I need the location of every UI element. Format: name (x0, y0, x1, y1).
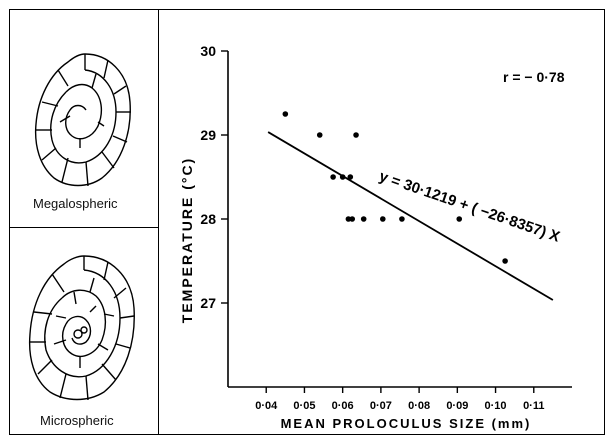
data-point (330, 174, 336, 180)
mega-whorl-2 (65, 83, 103, 140)
data-point (349, 216, 356, 222)
micro-whorl-2 (61, 289, 107, 358)
data-points (282, 111, 508, 264)
data-point (380, 216, 386, 222)
micro-whorl-3 (65, 315, 92, 345)
data-point (360, 216, 367, 222)
data-point (339, 174, 346, 180)
x-tick-label: 0·11 (523, 400, 544, 412)
y-tick-label: 29 (200, 127, 216, 143)
x-axis-label: MEAN PROLOCULUS SIZE (mm) (281, 416, 532, 431)
x-tick-label: 0·09 (446, 400, 468, 412)
micro-proloculus (73, 329, 83, 339)
regression-line (267, 131, 554, 301)
mega-whorl-1 (50, 69, 117, 164)
correlation-label: r = − 0·78 (503, 69, 565, 85)
x-tick-label: 0·06 (332, 400, 354, 412)
x-tick-label: 0·10 (485, 400, 507, 412)
chart-ticks: 0·04 0·05 0·06 0·07 0·08 0·09 0·10 0·11 27 28 29 30 (200, 43, 544, 412)
x-tick-label: 0·07 (370, 400, 392, 412)
data-point (502, 258, 508, 264)
data-point (282, 111, 289, 117)
regression-equation-label: y = 30·1219 + ( −26·8357) X (377, 168, 562, 246)
microspheric-label: Microspheric (40, 413, 114, 428)
data-point (347, 174, 354, 180)
x-tick-label: 0·08 (408, 400, 430, 412)
data-point (399, 216, 405, 222)
data-point (316, 132, 323, 138)
figure-frame (9, 9, 605, 435)
panel-divider-vertical (158, 9, 159, 435)
data-point (353, 132, 359, 138)
x-tick-label: 0·05 (293, 400, 315, 412)
y-tick-label: 28 (200, 211, 216, 227)
micro-outline (28, 255, 135, 401)
y-tick-label: 27 (200, 295, 216, 311)
mega-outline (34, 53, 131, 187)
microspheric-test-drawing (28, 255, 135, 401)
megalospheric-label: Megalospheric (33, 196, 118, 211)
y-tick-label: 30 (200, 43, 216, 59)
x-tick-label: 0·04 (255, 400, 278, 412)
micro-whorl-1 (44, 269, 121, 378)
megalospheric-test-drawing (34, 53, 131, 187)
data-point (456, 216, 463, 222)
panel-divider-horizontal (9, 227, 159, 228)
y-axis-label: TEMPERATURE (°C) (179, 157, 195, 323)
